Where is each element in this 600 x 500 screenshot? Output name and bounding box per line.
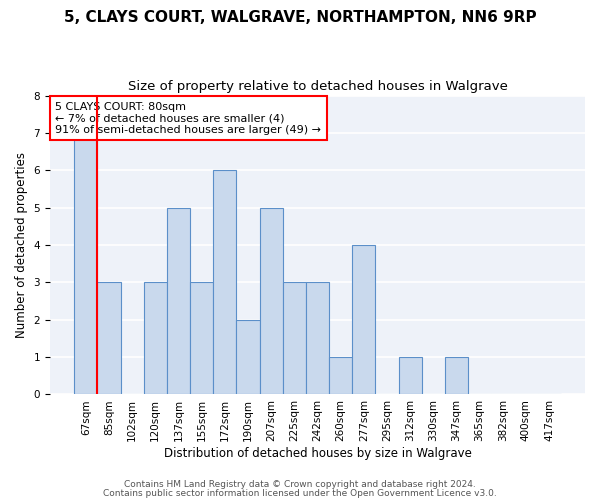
Text: 5 CLAYS COURT: 80sqm
← 7% of detached houses are smaller (4)
91% of semi-detache: 5 CLAYS COURT: 80sqm ← 7% of detached ho… [55, 102, 321, 134]
Bar [352, 245, 376, 394]
X-axis label: Distribution of detached houses by size in Walgrave: Distribution of detached houses by size … [164, 447, 472, 460]
Bar [398, 357, 422, 395]
Bar [283, 282, 306, 395]
Bar [190, 282, 213, 395]
Bar [144, 282, 167, 395]
Bar [167, 208, 190, 394]
Title: Size of property relative to detached houses in Walgrave: Size of property relative to detached ho… [128, 80, 508, 93]
Bar [213, 170, 236, 394]
Bar [97, 282, 121, 395]
Bar [329, 357, 352, 395]
Bar [306, 282, 329, 395]
Bar [236, 320, 260, 394]
Bar [74, 133, 97, 394]
Text: Contains HM Land Registry data © Crown copyright and database right 2024.: Contains HM Land Registry data © Crown c… [124, 480, 476, 489]
Bar [445, 357, 468, 395]
Y-axis label: Number of detached properties: Number of detached properties [15, 152, 28, 338]
Bar [260, 208, 283, 394]
Text: Contains public sector information licensed under the Open Government Licence v3: Contains public sector information licen… [103, 488, 497, 498]
Text: 5, CLAYS COURT, WALGRAVE, NORTHAMPTON, NN6 9RP: 5, CLAYS COURT, WALGRAVE, NORTHAMPTON, N… [64, 10, 536, 25]
